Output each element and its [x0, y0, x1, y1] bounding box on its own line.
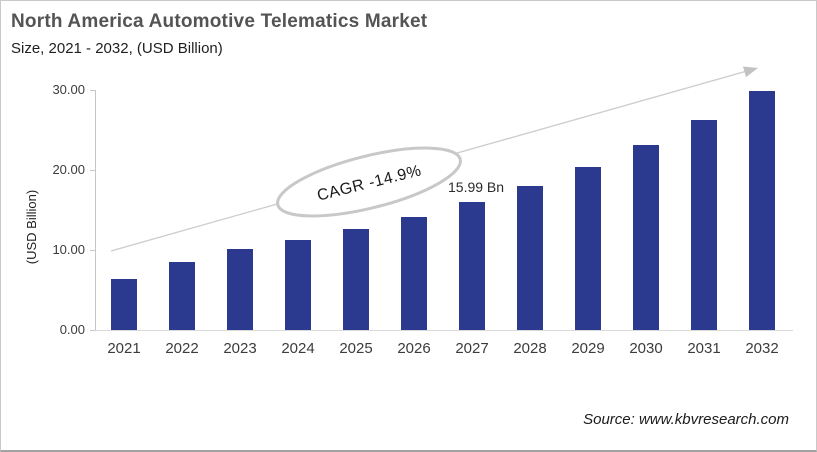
x-axis-line	[95, 330, 793, 331]
y-axis-line	[95, 90, 96, 331]
bar-2021	[111, 279, 137, 330]
bar-2030	[633, 145, 659, 330]
bar-2025	[343, 229, 369, 330]
source-credit: Source: www.kbvresearch.com	[583, 411, 789, 428]
x-tick-2031: 2031	[687, 340, 721, 357]
bar-2032	[749, 91, 775, 330]
cagr-ellipse	[276, 146, 462, 218]
x-tick-2027: 2027	[455, 340, 489, 357]
cagr-label: CAGR -14.9%	[315, 162, 423, 204]
x-tick-2021: 2021	[107, 340, 141, 357]
trend-arrow-line	[110, 70, 748, 252]
bar-2028	[517, 186, 543, 330]
bar-2027	[459, 202, 485, 330]
x-tick-2025: 2025	[339, 340, 373, 357]
bar-2031	[691, 120, 717, 330]
x-tick-2024: 2024	[281, 340, 315, 357]
bar-2022	[169, 262, 195, 330]
bar-2029	[575, 167, 601, 330]
x-tick-2032: 2032	[745, 340, 779, 357]
y-tick-30.00: 30.00	[52, 82, 85, 97]
x-tick-2028: 2028	[513, 340, 547, 357]
y-axis-label: (USD Billion)	[24, 189, 39, 265]
bar-2023	[227, 249, 253, 330]
x-tick-2029: 2029	[571, 340, 605, 357]
chart-title: North America Automotive Telematics Mark…	[11, 11, 428, 32]
x-tick-2030: 2030	[629, 340, 663, 357]
data-label-2027: 15.99 Bn	[448, 179, 505, 195]
trend-arrow-head	[743, 66, 758, 78]
x-tick-2023: 2023	[223, 340, 257, 357]
x-tick-2026: 2026	[397, 340, 431, 357]
x-tick-2022: 2022	[165, 340, 199, 357]
bar-2026	[401, 217, 427, 330]
chart-subtitle: Size, 2021 - 2032, (USD Billion)	[11, 40, 223, 57]
bar-2024	[285, 240, 311, 330]
